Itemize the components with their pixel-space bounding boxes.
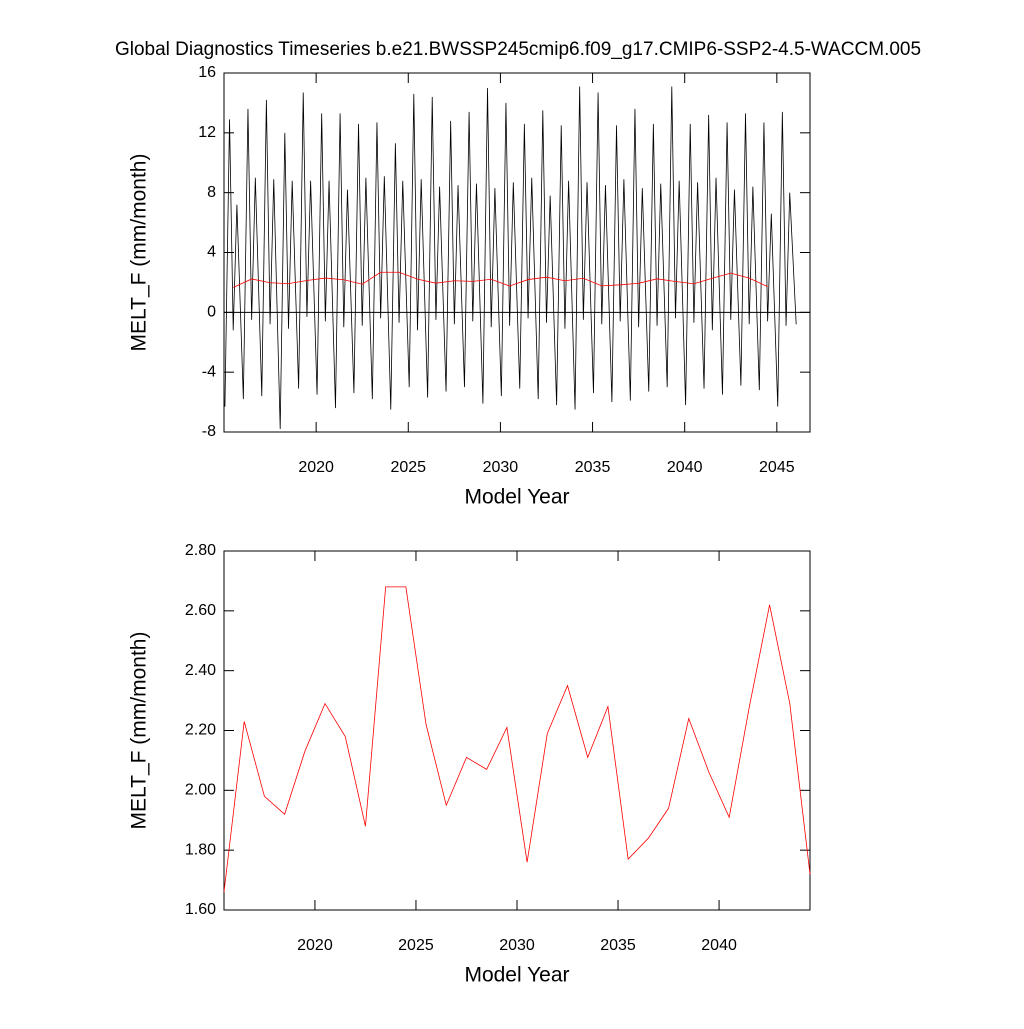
y-tick-label: 1.80 (185, 841, 216, 858)
x-tick-label: 2020 (297, 937, 333, 954)
data-line (223, 586, 811, 893)
data-line (224, 86, 797, 430)
x-tick-label: 2040 (701, 937, 737, 954)
x-tick-label: 2045 (759, 459, 795, 476)
y-tick-label: 8 (207, 184, 216, 201)
x-tick-label: 2035 (575, 459, 611, 476)
y-axis-label: MELT_F (mm/month) (128, 632, 151, 830)
x-tick-label: 2030 (483, 459, 519, 476)
y-tick-label: 2.80 (185, 542, 216, 559)
y-tick-label: 16 (198, 64, 216, 81)
y-tick-label: -4 (202, 363, 216, 380)
y-axis-label: MELT_F (mm/month) (128, 154, 151, 352)
y-tick-label: 2.60 (185, 602, 216, 619)
y-tick-label: 2.40 (185, 662, 216, 679)
y-tick-label: 1.60 (185, 901, 216, 918)
y-tick-label: 2.20 (185, 722, 216, 739)
x-tick-label: 2040 (667, 459, 703, 476)
x-tick-label: 2025 (390, 459, 426, 476)
y-tick-label: 12 (198, 124, 216, 141)
y-tick-label: 4 (207, 244, 216, 261)
x-axis-label: Model Year (464, 964, 569, 987)
y-tick-label: 2.00 (185, 782, 216, 799)
x-tick-label: 2025 (398, 937, 434, 954)
x-axis-label: Model Year (464, 486, 569, 509)
x-tick-label: 2035 (600, 937, 636, 954)
chart-title: Global Diagnostics Timeseries b.e21.BWSS… (115, 39, 921, 60)
x-tick-label: 2020 (298, 459, 334, 476)
y-tick-label: 0 (207, 304, 216, 321)
x-tick-label: 2030 (499, 937, 535, 954)
plot-frame (223, 550, 811, 911)
data-line (233, 271, 768, 288)
y-tick-label: -8 (202, 423, 216, 440)
